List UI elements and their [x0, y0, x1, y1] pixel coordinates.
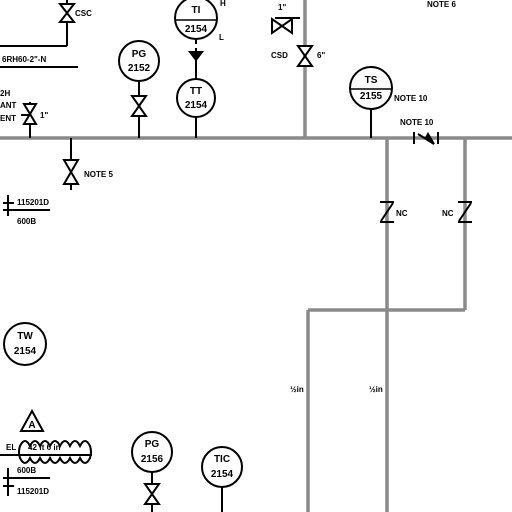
- note5-label: NOTE 5: [84, 170, 113, 179]
- revision-number: A: [28, 420, 35, 431]
- tic-code: TIC: [214, 454, 230, 465]
- csc-valve[interactable]: [0, 0, 77, 47]
- vent-valve-icon[interactable]: [22, 103, 38, 116]
- pg-bot-code: PG: [145, 439, 160, 450]
- ti-top-num: 2154: [185, 24, 208, 35]
- tt-2154-instrument[interactable]: TT 2154: [176, 48, 216, 138]
- vent-label-b: ANT: [0, 101, 17, 110]
- valve-size-6in: 6": [317, 51, 325, 60]
- el-label: EL: [6, 443, 16, 452]
- csc-valve-icon[interactable]: [57, 3, 77, 15]
- ts-code: TS: [365, 75, 378, 86]
- flow-label-a: ½in: [290, 385, 304, 394]
- pg-2152-instrument[interactable]: PG 2152: [118, 40, 160, 138]
- elev-bot-label: 115201D: [17, 487, 49, 496]
- vent-label-c: ENT: [0, 114, 16, 123]
- pg-top-num: 2152: [128, 63, 151, 74]
- flow-label-b: ½in: [369, 385, 383, 394]
- nc-valve-right[interactable]: [458, 201, 472, 223]
- note5-valve-icon[interactable]: [62, 159, 80, 174]
- elev-top-sub: 600B: [17, 217, 36, 226]
- elev-bot-sub: 600B: [17, 466, 36, 475]
- tw-2154-instrument[interactable]: TW 2154: [3, 322, 47, 366]
- valve-size-1in: 1": [278, 3, 286, 12]
- tw-code: TW: [17, 331, 33, 342]
- el-value: 42 ft 6 in: [28, 443, 61, 452]
- tt-code: TT: [190, 86, 202, 97]
- pg-top-code: PG: [132, 49, 147, 60]
- ti-2154-top-instrument[interactable]: TI 2154: [174, 0, 218, 44]
- ts-2155-instrument[interactable]: TS 2155: [349, 66, 393, 138]
- ts-num: 2155: [360, 91, 383, 102]
- note5-valve[interactable]: [62, 138, 80, 190]
- tt-num: 2154: [185, 100, 208, 111]
- note10-label-a: NOTE 10: [394, 94, 428, 103]
- pg-2156-valve-icon[interactable]: [143, 483, 161, 496]
- revision-triangle: A: [19, 408, 45, 432]
- ti-l-label: L: [219, 33, 224, 42]
- pg-2156-instrument[interactable]: PG 2156: [131, 431, 173, 512]
- note10-label-b: NOTE 10: [400, 118, 434, 127]
- tic-2154-instrument[interactable]: TIC 2154: [201, 446, 243, 512]
- drain-size-label: 1": [40, 111, 48, 120]
- csd-upper-valve-icon[interactable]: [271, 17, 284, 35]
- line-spec-label: 6RH60-2"-N: [2, 55, 46, 64]
- tic-num: 2154: [211, 469, 234, 480]
- csd-label: CSD: [271, 51, 288, 60]
- elevation-marker-bottom: [3, 468, 50, 496]
- ti-h-label: H: [220, 0, 226, 8]
- nc-label-left: NC: [396, 209, 408, 218]
- nc-label-right: NC: [442, 209, 454, 218]
- check-valve-note10[interactable]: [413, 131, 439, 145]
- csc-label: CSC: [75, 9, 92, 18]
- vent-label-a: 2H: [0, 89, 10, 98]
- ti-top-code: TI: [192, 5, 201, 16]
- tw-num: 2154: [14, 346, 37, 357]
- note6-label: NOTE 6: [427, 0, 456, 9]
- elev-top-label: 115201D: [17, 198, 49, 207]
- csd-main-valve-icon[interactable]: [296, 45, 314, 58]
- pg-2152-valve-icon[interactable]: [130, 95, 148, 108]
- elevation-cloud: [18, 440, 92, 464]
- pg-bot-num: 2156: [141, 454, 164, 465]
- vent-valve[interactable]: [21, 102, 38, 138]
- elevation-marker-top: [3, 195, 50, 216]
- csd-valve-assembly[interactable]: [271, 17, 314, 67]
- nc-valve-left[interactable]: [380, 201, 394, 223]
